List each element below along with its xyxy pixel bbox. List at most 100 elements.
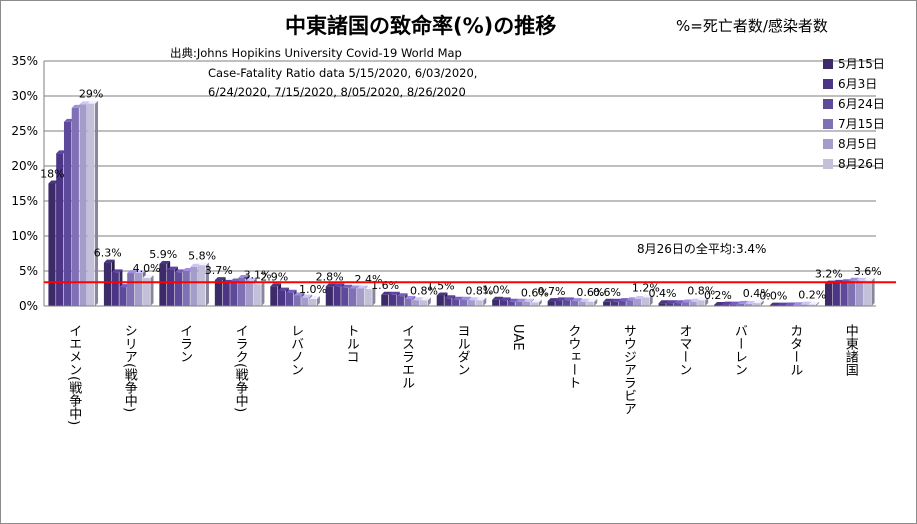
bar [134,273,143,306]
bar [626,300,634,306]
legend-label: 6月3日 [838,77,877,91]
bar [492,299,500,306]
bar [214,280,223,306]
bar-top [103,259,115,263]
bar-top [381,291,393,295]
bar [270,286,278,306]
bar [824,283,833,306]
x-tick-label: シリア(戦争中) [122,324,138,412]
bar-top [737,300,749,304]
bar-top [159,261,171,264]
bar-top [134,270,146,274]
bar [119,287,127,306]
x-tick-label: レバノン [288,324,304,376]
bar-top [848,277,860,281]
bar-top [87,100,99,104]
bar [142,278,150,306]
bar [729,304,737,306]
data-label: 0.8% [687,284,715,297]
average-note: 8月26日の全平均:3.4% [637,241,766,256]
bar-side [649,294,653,306]
data-label: 1.0% [299,283,327,296]
bar-top [278,287,289,291]
data-label: 0.2% [798,289,826,302]
bar [325,286,333,306]
bar-top [777,302,789,306]
bar-top [460,296,471,300]
bar [499,300,508,306]
bar-top [349,285,360,289]
y-tick-label: 10% [11,229,38,243]
bar-top [364,286,376,290]
bar [245,280,254,306]
bar-top [523,298,534,302]
source-line-2: Case-Fatality Ratio data 5/15/2020, 6/03… [208,66,477,80]
data-label: 0.6% [576,286,604,299]
data-label: 2.9% [260,270,288,283]
x-tick-label: イエメン(戦争中) [66,324,82,425]
bar-top [808,301,820,305]
bar [856,280,864,306]
x-tick-label: 中東諸国 [843,324,859,376]
bar [293,295,301,306]
bar-side [316,296,320,306]
data-label: 5.9% [149,248,177,261]
bar-side [95,100,99,306]
bar-top [142,275,154,278]
y-tick-label: 15% [11,194,38,208]
bar-side [594,298,598,306]
legend-swatch [823,99,833,109]
data-label: 1.2% [632,282,660,295]
x-tick-label: オマーン [676,324,691,376]
x-tick-label: イスラエル [399,324,414,389]
bar [863,280,871,306]
bar-side [816,301,820,306]
bar-side [427,297,431,306]
data-label: 0.4% [648,287,676,300]
bar [666,303,674,306]
bar-top [293,292,305,296]
x-tick-label: カタール [787,324,802,376]
data-label: 3.7% [205,264,233,277]
bar [333,286,341,306]
bar-top [167,266,178,270]
data-label: 18% [40,168,64,181]
bar [396,296,404,306]
bar [737,303,745,306]
data-label: 4.0% [133,262,161,275]
bar [800,304,808,306]
bar-top [800,301,812,305]
bar [389,294,397,306]
bar-top [507,298,519,302]
bar-top [245,277,257,281]
bar [721,304,729,306]
bar-side [205,262,209,306]
bar [436,295,444,306]
bar [530,302,539,306]
bar [570,301,579,306]
bar-top [341,284,353,288]
bar-top [555,297,567,301]
bar [808,304,816,306]
bar [752,303,761,306]
bar-side [261,281,265,306]
bars [48,100,875,307]
bar-top [444,295,456,299]
legend-swatch [823,139,833,149]
bar-top [309,296,320,299]
legend-swatch [823,59,833,69]
formula-note: %=死亡者数/感染者数 [676,17,828,35]
axes: 0% 5% 10% 15% 20% 25% 30% 35% イエメン(戦争中) シリア(戦争中) イ… [11,54,876,425]
bar [230,281,238,306]
bar [467,300,475,306]
x-tick-label: UAE [510,324,525,351]
bar-top [856,277,867,281]
y-tick-label: 30% [11,89,38,103]
bar [56,153,64,306]
bar [618,301,626,306]
bar-side [871,277,875,306]
bar-top [666,300,678,304]
bar [745,303,753,306]
bar [412,300,420,306]
bar [507,301,515,306]
